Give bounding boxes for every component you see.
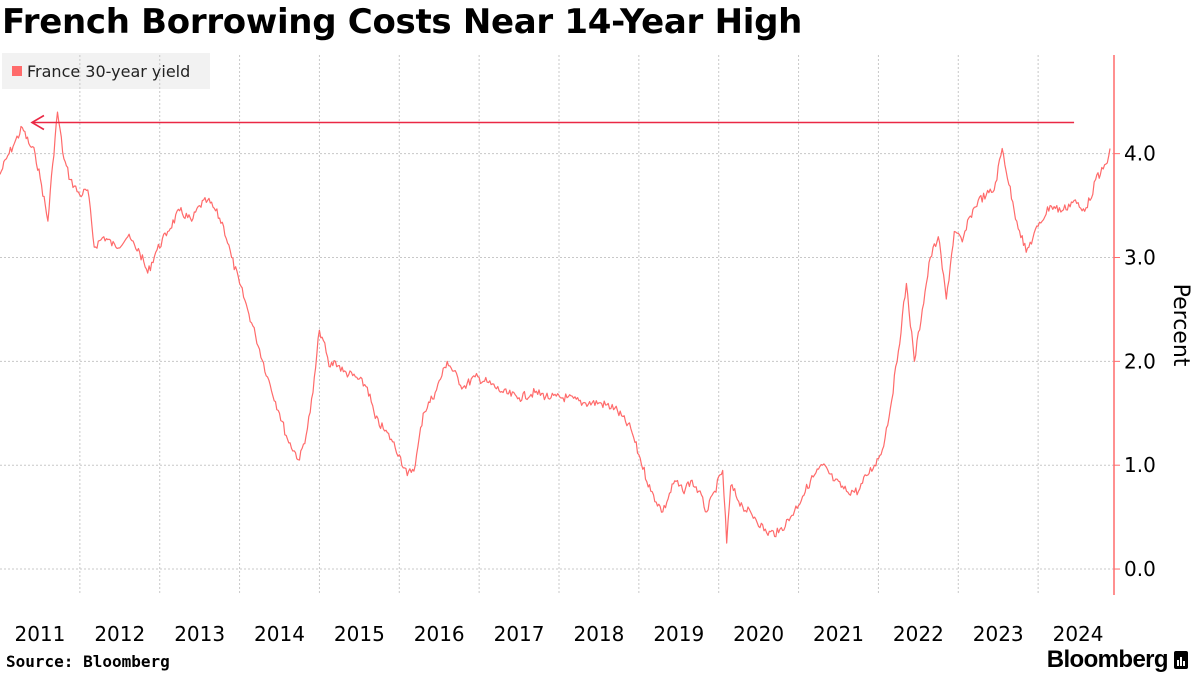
brand-name: Bloomberg <box>1046 646 1169 673</box>
gridlines <box>0 55 1114 595</box>
series-line-france-30y <box>0 111 1111 544</box>
axes-group: 0.0 1.0 2.0 3.0 4.0 2011 2012 2013 2014 2015 2016 2… <box>14 55 1156 646</box>
x-tick-label: 2021 <box>813 622 864 646</box>
legend-swatch <box>12 66 22 76</box>
x-tick-label: 2024 <box>1053 622 1104 646</box>
x-tick-label: 2023 <box>973 622 1024 646</box>
x-tick-label: 2019 <box>653 622 704 646</box>
y-tick-label: 0.0 <box>1124 557 1156 581</box>
series-group <box>0 111 1111 544</box>
x-tick-label: 2016 <box>414 622 465 646</box>
x-tick-label: 2020 <box>733 622 784 646</box>
annotation-arrow-head <box>30 114 45 131</box>
x-tick-label: 2013 <box>174 622 225 646</box>
y-tick-label: 4.0 <box>1124 142 1156 166</box>
x-tick-label: 2017 <box>494 622 545 646</box>
y-tick-label: 2.0 <box>1124 349 1156 373</box>
y-axis-label: Percent <box>1168 284 1193 367</box>
legend: France 30-year yield <box>2 53 210 89</box>
x-tick-label: 2022 <box>893 622 944 646</box>
x-tick-label: 2015 <box>334 622 385 646</box>
x-tick-label: 2018 <box>573 622 624 646</box>
x-tick-label: 2012 <box>94 622 145 646</box>
x-tick-label: 2014 <box>254 622 305 646</box>
annotation-group <box>30 114 1075 131</box>
legend-label: France 30-year yield <box>27 61 191 81</box>
brand-logo: Bloomberg <box>1047 646 1188 674</box>
chart-title: French Borrowing Costs Near 14-Year High <box>2 2 803 42</box>
y-tick-label: 3.0 <box>1124 246 1156 270</box>
source-note: Source: Bloomberg <box>6 652 170 671</box>
y-tick-label: 1.0 <box>1124 453 1156 477</box>
x-tick-label: 2011 <box>14 622 65 646</box>
terminal-icon <box>1174 651 1188 669</box>
